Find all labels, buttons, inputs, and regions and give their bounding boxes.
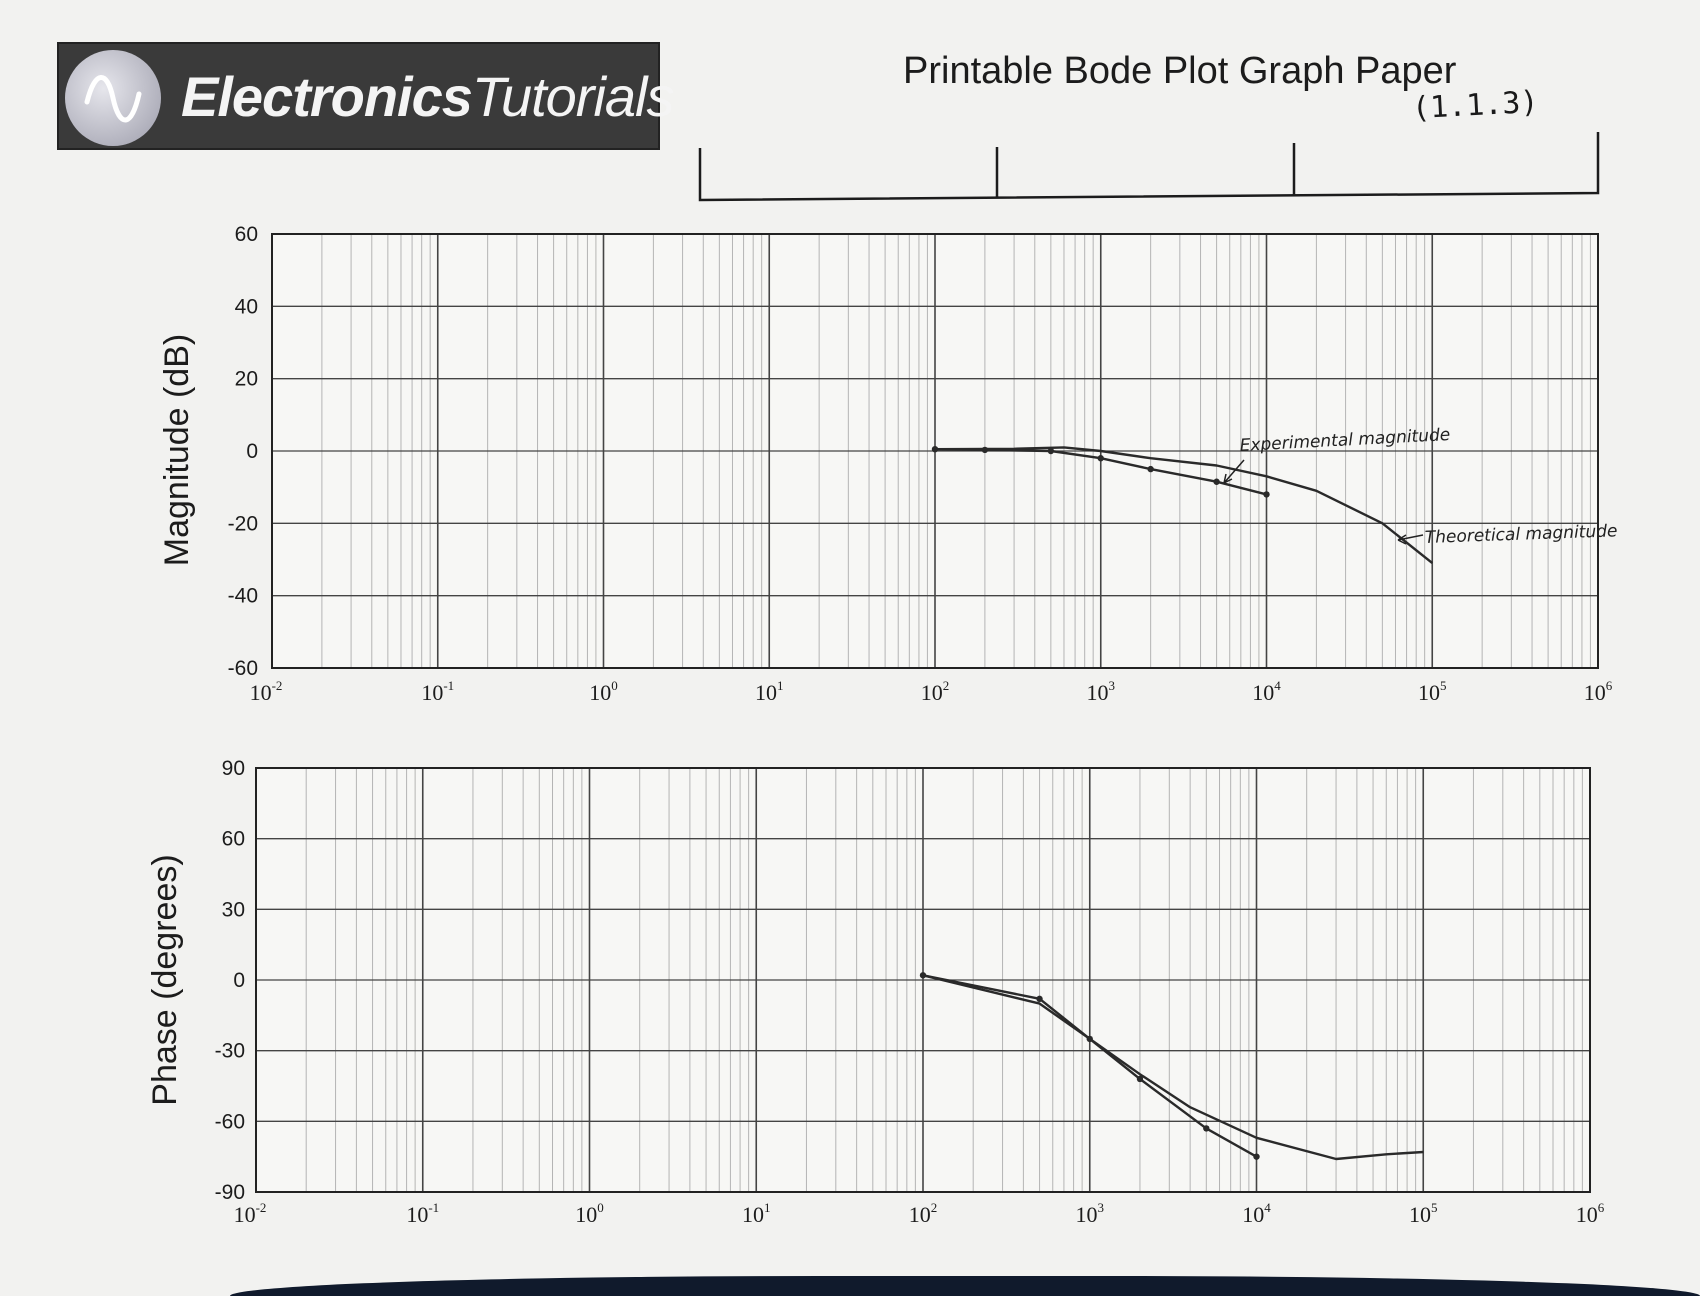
y-tick-label: 60 bbox=[222, 828, 245, 851]
logo: ElectronicsTutorials bbox=[57, 42, 674, 150]
decade-bracket bbox=[698, 132, 1600, 202]
x-tick-label: 104 bbox=[1252, 678, 1281, 705]
series-line-2 bbox=[934, 446, 1434, 565]
page-title: Printable Bode Plot Graph Paper bbox=[903, 50, 1457, 92]
y-tick-label: -40 bbox=[228, 585, 258, 608]
sine-wave-icon bbox=[65, 50, 161, 146]
annotation-arrow-experimental bbox=[1223, 459, 1245, 484]
x-tick-label: 100 bbox=[589, 678, 618, 705]
y-axis-label: Phase (degrees) bbox=[146, 854, 184, 1105]
data-point bbox=[1253, 1153, 1260, 1160]
data-point bbox=[1097, 455, 1104, 462]
x-tick-label: 101 bbox=[755, 678, 784, 705]
x-tick-label: 105 bbox=[1409, 1200, 1438, 1227]
y-tick-label: -30 bbox=[215, 1040, 245, 1063]
y-tick-label: -60 bbox=[228, 657, 258, 680]
x-tick-label: 102 bbox=[909, 1200, 938, 1227]
x-tick-label: 103 bbox=[1087, 678, 1116, 705]
data-point bbox=[1036, 995, 1043, 1003]
y-tick-label: 0 bbox=[233, 969, 245, 992]
y-tick-label: 20 bbox=[235, 368, 258, 391]
x-tick-label: 106 bbox=[1576, 1200, 1605, 1227]
x-tick-label: 103 bbox=[1076, 1200, 1105, 1227]
series-line-1 bbox=[922, 974, 1258, 1158]
y-tick-label: 90 bbox=[222, 757, 245, 780]
plot-frame bbox=[255, 767, 1591, 1193]
data-point bbox=[1136, 1075, 1144, 1083]
y-tick-label: -60 bbox=[215, 1110, 245, 1133]
annotation-arrow-theoretical bbox=[1397, 534, 1424, 545]
x-tick-label: 101 bbox=[742, 1200, 771, 1227]
x-tick-label: 10-1 bbox=[421, 678, 454, 705]
y-tick-label: 40 bbox=[235, 295, 258, 318]
x-tick-label: 10-1 bbox=[406, 1200, 439, 1227]
y-tick-label: 30 bbox=[222, 898, 245, 921]
x-tick-label: 10-2 bbox=[234, 1200, 267, 1227]
data-point bbox=[1147, 465, 1154, 473]
x-tick-label: 100 bbox=[575, 1200, 604, 1227]
x-tick-label: 102 bbox=[921, 678, 950, 705]
x-tick-label: 10-2 bbox=[250, 678, 283, 705]
data-point bbox=[1047, 447, 1055, 455]
y-tick-label: 60 bbox=[235, 223, 258, 246]
y-tick-label: -20 bbox=[228, 512, 258, 535]
data-point bbox=[1263, 491, 1270, 498]
page-edge-shadow bbox=[230, 1276, 1700, 1296]
data-point bbox=[1213, 478, 1220, 485]
series-line-2 bbox=[922, 974, 1424, 1161]
x-tick-label: 105 bbox=[1418, 678, 1447, 705]
data-point bbox=[1203, 1125, 1210, 1132]
y-tick-label: -90 bbox=[215, 1181, 245, 1204]
logo-text: ElectronicsTutorials bbox=[181, 65, 674, 128]
y-axis-label: Magnitude (dB) bbox=[158, 334, 196, 566]
x-tick-label: 104 bbox=[1242, 1200, 1271, 1227]
y-tick-label: 0 bbox=[246, 440, 258, 463]
x-tick-label: 106 bbox=[1584, 678, 1613, 705]
plot-frame bbox=[271, 233, 1599, 669]
